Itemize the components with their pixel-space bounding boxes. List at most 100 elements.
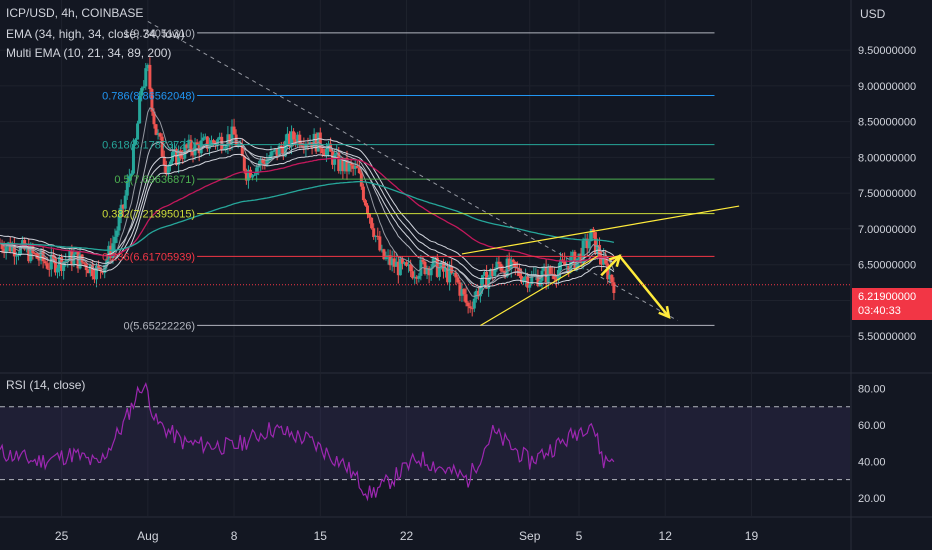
candle-body <box>246 169 250 181</box>
candle-body <box>156 133 160 135</box>
candle-body <box>195 142 199 145</box>
candle-body <box>296 134 300 143</box>
candle-body <box>454 272 458 278</box>
candle-body <box>251 175 255 178</box>
multi-ema-200-line <box>0 180 615 251</box>
candle-body <box>27 246 31 262</box>
candle-body <box>573 251 577 269</box>
candle-body <box>177 150 181 165</box>
candle-body <box>324 148 328 157</box>
candle-body <box>468 306 472 309</box>
candle-body <box>183 144 187 159</box>
candle-body <box>462 289 466 295</box>
candle-body <box>602 256 606 265</box>
candle-body <box>117 216 121 231</box>
candle-body <box>80 254 84 263</box>
candle-body <box>368 214 372 218</box>
time-tick-label: 5 <box>576 529 583 543</box>
candle-body <box>405 262 409 266</box>
candle-body <box>123 195 127 209</box>
candle-body <box>411 271 415 279</box>
candle-body <box>33 253 37 255</box>
rsi-tick-label: 40.00 <box>858 456 886 468</box>
candle-body <box>244 170 248 181</box>
candle-body <box>610 274 614 283</box>
candle-body <box>548 267 552 274</box>
candle-body <box>162 156 166 166</box>
candle-body <box>544 267 548 283</box>
candle-body <box>417 275 421 279</box>
candle-body <box>39 250 43 261</box>
candle-body <box>598 244 602 259</box>
candle-body <box>384 257 388 260</box>
candle-body <box>283 140 287 157</box>
candle-body <box>105 258 109 266</box>
candle-body <box>271 151 275 153</box>
candle-body <box>501 270 505 272</box>
candle-body <box>363 200 367 206</box>
candle-body <box>466 302 470 307</box>
candle-body <box>542 267 546 271</box>
candle-body <box>107 245 111 259</box>
candle-body <box>519 276 523 283</box>
wedge-upper-line <box>461 205 740 255</box>
candle-body <box>218 136 222 140</box>
time-tick-label: Sep <box>519 529 541 543</box>
legend-multi-ema[interactable]: Multi EMA (10, 21, 34, 89, 200) <box>6 46 172 60</box>
candle-body <box>474 290 478 299</box>
candle-body <box>361 186 365 201</box>
legend-symbol[interactable]: ICP/USD, 4h, COINBASE <box>6 6 144 20</box>
candle-body <box>90 264 94 277</box>
candle-body <box>12 245 16 257</box>
legend-ema[interactable]: EMA (34, high, 34, close, 34, low) <box>6 27 185 41</box>
candle-body <box>154 124 158 135</box>
candle-body <box>339 159 343 172</box>
candle-body <box>298 134 302 146</box>
candle-body <box>88 264 92 274</box>
time-tick-label: 19 <box>745 529 759 543</box>
candle-body <box>421 259 425 262</box>
candle-body <box>606 263 610 280</box>
candle-body <box>536 274 540 287</box>
candle-body <box>2 248 6 253</box>
candle-body <box>248 169 252 178</box>
candle-body <box>138 95 142 124</box>
candle-body <box>318 132 322 149</box>
candle-body <box>101 271 105 274</box>
candle-body <box>175 149 179 165</box>
candle-body <box>345 157 349 172</box>
candle-body <box>94 265 98 280</box>
dashed-trendline <box>147 21 678 321</box>
fib-level-label: 0.236(6.61705939) <box>102 251 195 263</box>
candle-body <box>423 261 427 275</box>
candle-body <box>62 261 66 271</box>
candle-body <box>374 235 378 238</box>
candle-body <box>470 308 474 310</box>
candle-body <box>238 144 242 146</box>
candle-body <box>99 267 103 272</box>
candle-body <box>125 180 129 196</box>
candle-body <box>240 144 244 157</box>
candle-body <box>179 150 183 158</box>
candle-body <box>144 68 148 87</box>
candle-body <box>255 167 259 175</box>
rsi-tick-label: 20.00 <box>858 493 886 505</box>
candle-body <box>608 274 612 280</box>
candle-body <box>10 245 14 252</box>
candle-body <box>493 269 497 277</box>
candle-body <box>396 261 400 276</box>
candle-body <box>290 131 294 147</box>
legend-rsi[interactable]: RSI (14, close) <box>6 378 86 392</box>
candle-body <box>425 267 429 275</box>
candle-body <box>400 258 404 264</box>
candle-body <box>333 154 337 165</box>
candle-body <box>224 146 228 149</box>
candle-body <box>300 145 304 147</box>
candle-body <box>146 64 150 69</box>
candle-body <box>591 229 595 233</box>
candle-body <box>355 165 359 168</box>
candle-body <box>58 256 62 269</box>
candle-body <box>559 259 563 270</box>
time-tick-label: 22 <box>400 529 414 543</box>
